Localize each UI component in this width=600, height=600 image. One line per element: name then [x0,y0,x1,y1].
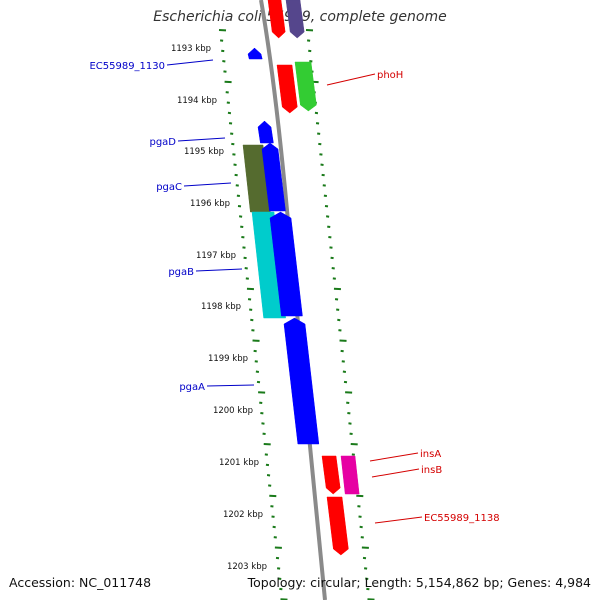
gene-label-leader [371,468,420,478]
gene-feature [257,120,274,144]
gene-label-leader [206,384,255,387]
gene-ruler-ticks [305,29,375,600]
gene-label-leader [177,137,226,142]
kbp-tick-label: 1197 kbp [196,251,236,261]
gene-feature [276,64,298,114]
gene-label: insA [420,449,441,460]
gene-feature [269,211,303,317]
gene-label-leader [369,452,419,462]
kbp-tick-label: 1196 kbp [190,199,230,209]
gene-label: insB [421,465,442,476]
gene-label: pgaB [168,267,194,278]
genome-summary-text: Topology: circular; Length: 5,154,862 bp… [247,575,591,590]
kbp-tick-label: 1198 kbp [201,302,241,312]
gene-label: phoH [377,70,403,81]
gene-label-leader [166,59,214,66]
kbp-tick-label: 1200 kbp [213,406,253,416]
kbp-tick-label: 1199 kbp [208,354,248,364]
gene-label: pgaD [149,137,176,148]
gene-feature [326,496,349,556]
gene-label-leader [326,73,376,86]
kbp-tick-label: 1201 kbp [219,458,259,468]
gene-label: EC55989_1130 [89,61,165,72]
kbp-tick-label: 1203 kbp [227,562,267,572]
gene-feature [251,211,286,319]
gene-feature [283,317,320,445]
accession-text: Accession: NC_011748 [9,575,152,590]
kbp-labels: 1193 kbp 1194 kbp 1195 kbp 1196 kbp 1197 kbp… [171,44,267,572]
gene-feature [261,142,286,212]
kbp-tick-label: 1195 kbp [184,147,224,157]
kbp-tick-label: 1193 kbp [171,44,211,54]
kbp-tick-label: 1202 kbp [223,510,263,520]
gene-label: pgaC [156,182,182,193]
gene-feature [285,0,305,39]
kbp-tick-label: 1194 kbp [177,96,217,106]
kbp-ruler-ticks [218,29,288,600]
gene-label-leader [195,268,243,272]
gene-feature [340,455,360,495]
gene-feature [321,455,341,495]
gene-label: pgaA [179,382,205,393]
gene-labels: EC55989_1130 pgaD pgaC pgaB pgaA phoH insA insB… [89,59,500,524]
gene-feature [267,0,286,39]
gene-feature [247,47,263,60]
gene-label: EC55989_1138 [424,513,500,524]
gene-features [242,0,360,556]
gene-label-leader [183,182,232,187]
gene-feature [294,61,317,112]
gene-label-leader [374,516,423,524]
